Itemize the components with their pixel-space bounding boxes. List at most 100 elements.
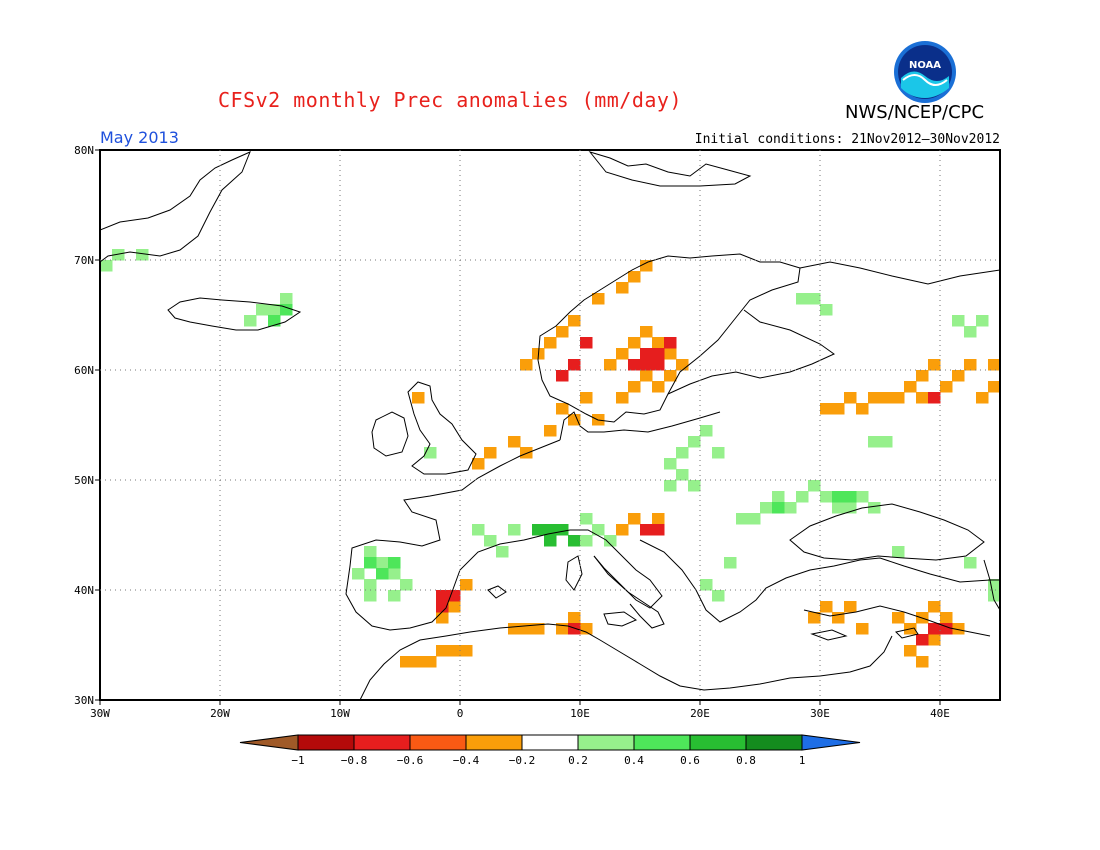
anomaly-cell-turkey xyxy=(820,601,833,613)
anomaly-cell-turkey xyxy=(856,623,869,635)
anomaly-cell-green-north xyxy=(100,260,113,272)
anomaly-cell-green-north xyxy=(580,535,593,547)
lat-tick-label: 30N xyxy=(74,694,94,707)
anomaly-cell-russia xyxy=(988,359,1000,371)
anomaly-cell-green-north xyxy=(868,436,881,448)
lon-tick-label: 20E xyxy=(690,707,710,720)
anomaly-cell-green-ukraine-core xyxy=(772,502,785,514)
legend-swatch xyxy=(745,734,803,751)
legend-label: 0.4 xyxy=(624,754,644,767)
coastlines xyxy=(100,151,1000,700)
anomaly-cell-green-ukraine-core xyxy=(844,491,857,503)
anomaly-cell-russia xyxy=(868,392,881,404)
anomaly-cell-green-north-core xyxy=(280,304,293,316)
anomaly-cell-green-iberia-core xyxy=(364,557,377,569)
anomaly-cell-adriatic xyxy=(616,524,629,536)
anomaly-cell-adriatic-core xyxy=(640,524,653,536)
anomaly-cell-north-africa xyxy=(412,656,425,668)
anomaly-cell-green-ukraine-core xyxy=(832,491,845,503)
anomaly-cell-denmark xyxy=(580,392,593,404)
anomaly-cell-green-north xyxy=(268,304,281,316)
lon-tick-label: 10E xyxy=(570,707,590,720)
anomaly-cell-green-ukraine xyxy=(748,513,761,525)
anomaly-cell-green-alps xyxy=(496,546,509,558)
anomaly-cell-green-north xyxy=(700,579,713,591)
legend-swatch xyxy=(297,734,355,751)
anomaly-cell-sweden-core xyxy=(652,359,665,371)
anomaly-cell-russia xyxy=(856,403,869,415)
anomaly-cell-benelux xyxy=(544,425,557,437)
anomaly-cell-norway-south xyxy=(556,370,569,382)
anomaly-cell-norway-coast xyxy=(568,315,581,327)
anomaly-cell-sweden-center xyxy=(652,337,665,349)
anomaly-cell-russia xyxy=(952,370,965,382)
color-legend: −1 −0.8 −0.6 −0.4 −0.2 0.2 0.4 0.6 0.8 1 xyxy=(239,734,861,767)
anomaly-cell-green-alps xyxy=(472,524,485,536)
anomaly-cell-sweden-center xyxy=(616,392,629,404)
legend-label: −0.2 xyxy=(509,754,536,767)
anomaly-cell-green-ukraine xyxy=(760,502,773,514)
anomaly-cell-green-poland xyxy=(688,480,701,492)
anomaly-cell-green-north xyxy=(112,249,125,261)
anomaly-cell-green-iberia xyxy=(388,568,401,580)
anomaly-cell-sweden-center xyxy=(664,370,677,382)
anomaly-cell-norway-coast xyxy=(556,326,569,338)
anomaly-cell-green-ukraine xyxy=(832,502,845,514)
legend-label: 0.6 xyxy=(680,754,700,767)
forecast-month: May 2013 xyxy=(100,128,179,147)
legend-label: −1 xyxy=(291,754,304,767)
legend-swatch xyxy=(409,734,467,751)
anomaly-cell-russia xyxy=(916,392,929,404)
anomaly-cell-green-ukraine xyxy=(736,513,749,525)
anomaly-cell-green-alps xyxy=(484,535,497,547)
anomaly-cell-turkey xyxy=(928,634,941,646)
anomaly-cell-adriatic-core xyxy=(652,524,665,536)
anomaly-cell-benelux xyxy=(484,447,497,459)
anomaly-cell-green-alps-core xyxy=(532,524,545,536)
lat-tick-label: 80N xyxy=(74,144,94,157)
anomaly-cell-russia xyxy=(940,381,953,393)
anomaly-cell-green-north-core xyxy=(268,315,281,327)
agency-label: NWS/NCEP/CPC xyxy=(845,102,985,123)
anomaly-cell-norway-south xyxy=(580,337,593,349)
anomaly-cell-norway-coast xyxy=(592,293,605,305)
anomaly-cell-green-poland xyxy=(664,480,677,492)
anomaly-cell-benelux xyxy=(472,458,485,470)
anomaly-cell-green-north xyxy=(244,315,257,327)
legend-label: −0.8 xyxy=(341,754,368,767)
anomaly-cell-green-ukraine xyxy=(784,502,797,514)
anomaly-cell-turkey xyxy=(844,601,857,613)
anomaly-cell-russia xyxy=(880,392,893,404)
legend-label: −0.6 xyxy=(397,754,424,767)
anomaly-cell-sweden-center xyxy=(640,326,653,338)
anomaly-cell-russia xyxy=(928,359,941,371)
map-title: CFSv2 monthly Prec anomalies (mm/day) xyxy=(217,88,683,112)
anomaly-cell-green-ukraine xyxy=(772,491,785,503)
anomaly-cell-norway-coast xyxy=(616,282,629,294)
anomaly-cell-norway-coast xyxy=(520,359,533,371)
anomaly-cell-turkey xyxy=(892,612,905,624)
anomaly-cell-north-africa xyxy=(568,612,581,624)
lat-tick-label: 40N xyxy=(74,584,94,597)
anomaly-cell-russia xyxy=(892,392,905,404)
anomaly-cell-iberia-east-core xyxy=(436,601,449,613)
legend-swatch xyxy=(353,734,411,751)
anomaly-cell-sweden-core xyxy=(628,359,641,371)
anomaly-cell-sweden-center xyxy=(628,381,641,393)
anomaly-cell-green-iberia-core xyxy=(376,568,389,580)
axis-ticks: 30N 40N 50N 60N 70N 80N 30W 20W 10W 0 10E 20E 30E 40E xyxy=(74,144,950,720)
lon-tick-label: 10W xyxy=(330,707,350,720)
legend-label: 0.2 xyxy=(568,754,588,767)
legend-swatch xyxy=(521,734,579,751)
anomaly-cell-green-iberia xyxy=(400,579,413,591)
lat-tick-label: 60N xyxy=(74,364,94,377)
anomaly-cell-sweden-center xyxy=(604,359,617,371)
anomaly-cell-green-north xyxy=(880,436,893,448)
anomaly-cell-denmark xyxy=(556,403,569,415)
anomaly-cell-russia xyxy=(832,403,845,415)
anomaly-cell-green-iberia xyxy=(388,590,401,602)
anomaly-cell-green-ukraine xyxy=(856,491,869,503)
map-frame xyxy=(99,149,1001,701)
anomaly-cell-iberia-east-core xyxy=(448,590,461,602)
